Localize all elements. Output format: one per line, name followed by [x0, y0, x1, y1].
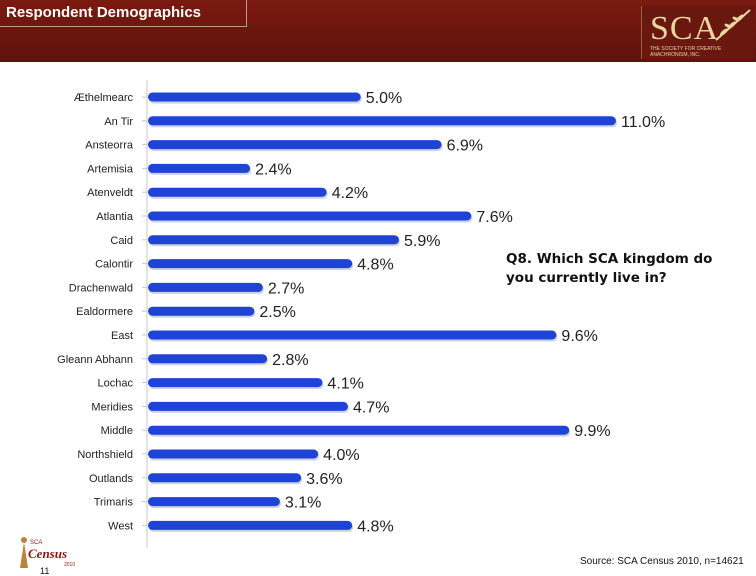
value-label: 7.6% — [476, 209, 512, 226]
census-figure-icon — [20, 542, 28, 568]
bar — [148, 520, 353, 530]
value-label: 3.1% — [285, 495, 321, 512]
category-label: Æthelmearc — [74, 92, 134, 104]
bar — [148, 259, 353, 269]
bar — [148, 473, 302, 483]
source-note: Source: SCA Census 2010, n=14621 — [580, 556, 744, 567]
bar — [148, 306, 255, 316]
value-label: 2.4% — [255, 161, 291, 178]
category-label: Atlantia — [96, 211, 134, 223]
category-label: Outlands — [89, 473, 134, 485]
laurel-icon — [715, 9, 751, 41]
category-label: An Tir — [104, 116, 133, 128]
bar — [148, 330, 557, 340]
value-label: 4.7% — [353, 399, 389, 416]
sca-logo: SCA THE SOCIETY FOR CREATIVE ANACHRONISM… — [641, 6, 754, 59]
bar — [148, 354, 268, 364]
category-label: Ansteorra — [85, 140, 134, 152]
logo-subtitle: THE SOCIETY FOR CREATIVE ANACHRONISM, IN… — [650, 46, 722, 58]
census-year-text: 2010 — [64, 562, 75, 568]
value-label: 2.7% — [268, 280, 304, 297]
value-label: 4.0% — [323, 447, 359, 464]
census-text: Census — [28, 546, 67, 561]
category-label: Artemisia — [87, 163, 134, 175]
bar — [148, 378, 323, 388]
value-label: 5.9% — [404, 233, 440, 250]
category-label: Meridies — [91, 401, 133, 413]
bar — [148, 282, 263, 292]
category-label: Ealdormere — [76, 306, 133, 318]
logo-text: SCA — [650, 10, 720, 47]
bar — [148, 497, 280, 507]
bar — [148, 163, 251, 173]
bar — [148, 425, 570, 435]
bar — [148, 449, 319, 459]
category-label: East — [111, 330, 133, 342]
page-number: 11 — [40, 566, 50, 576]
bar — [148, 92, 361, 102]
category-label: Middle — [101, 425, 133, 437]
value-label: 4.8% — [357, 257, 393, 274]
value-label: 4.8% — [357, 518, 393, 535]
census-top-text: SCA — [30, 540, 42, 546]
category-label: Gleann Abhann — [57, 354, 133, 366]
census-logo: SCA Census 2010 — [20, 537, 75, 568]
bars-group: Æthelmearc 5.0% An Tir 11.0% Ansteorra 6.9% Ar… — [57, 90, 665, 535]
value-label: 4.1% — [327, 376, 363, 393]
value-label: 3.6% — [306, 471, 342, 488]
value-label: 9.9% — [574, 423, 610, 440]
bar — [148, 401, 348, 411]
bar-chart: Æthelmearc 5.0% An Tir 11.0% Ansteorra 6.9% Ar… — [57, 80, 665, 548]
page-title: Respondent Demographics — [6, 4, 202, 21]
value-label: 11.0% — [621, 114, 665, 131]
bar — [148, 140, 442, 150]
bar — [148, 211, 472, 221]
category-label: West — [108, 520, 133, 532]
category-label: Lochac — [98, 378, 134, 390]
value-label: 5.0% — [366, 90, 402, 107]
value-label: 2.8% — [272, 352, 308, 369]
category-label: Atenveldt — [87, 187, 133, 199]
header-banner: Respondent Demographics SCA THE SOCIETY … — [0, 0, 756, 62]
bar — [148, 116, 616, 126]
value-label: 2.5% — [259, 304, 295, 321]
category-label: Calontir — [95, 259, 133, 271]
question-text: Q8. Which SCA kingdom do you currently l… — [506, 251, 713, 286]
category-label: Trimaris — [94, 497, 134, 509]
category-label: Drachenwald — [69, 282, 133, 294]
title-box — [0, 0, 247, 27]
bar — [148, 235, 400, 245]
value-label: 6.9% — [447, 138, 483, 155]
bar — [148, 187, 327, 197]
category-label: Caid — [110, 235, 133, 247]
value-label: 4.2% — [332, 185, 368, 202]
category-label: Northshield — [77, 449, 133, 461]
value-label: 9.6% — [561, 328, 597, 345]
